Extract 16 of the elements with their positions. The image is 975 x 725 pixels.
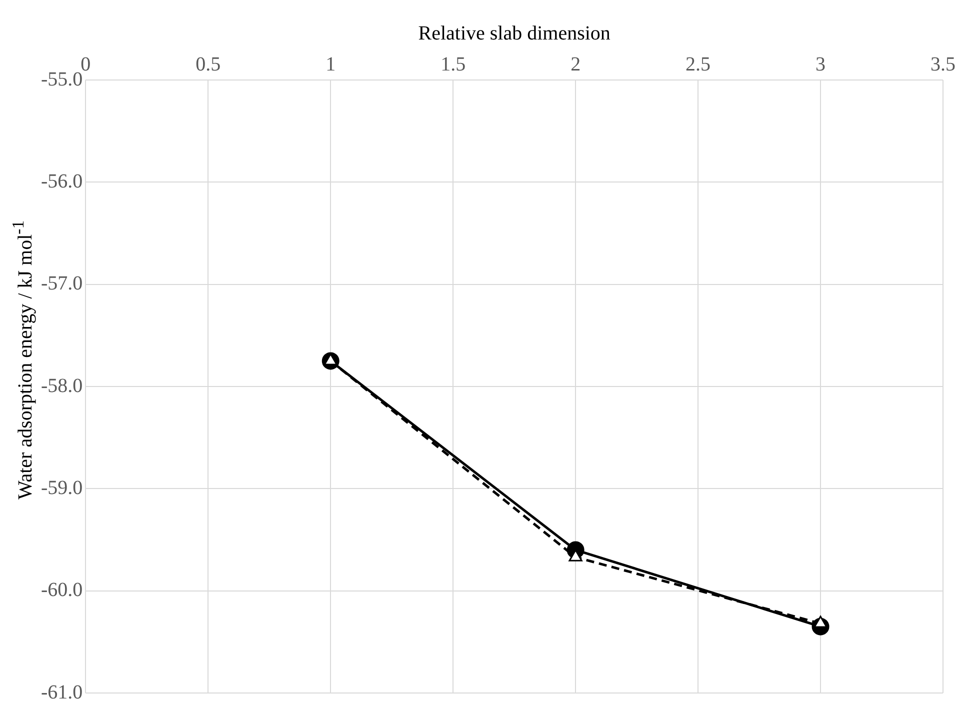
y-tick-label: -57.0 [40,272,83,295]
x-tick-label: 0 [80,53,91,76]
y-tick-label: -56.0 [40,170,83,192]
x-tick-label: 0.5 [196,53,221,76]
x-tick-label: 1.5 [440,53,466,76]
x-axis-title: Relative slab dimension [418,22,610,44]
y-tick-label: -59.0 [40,476,83,499]
x-tick-label: 1 [326,53,336,76]
x-tick-label: 2 [570,53,581,76]
y-tick-label: -58.0 [40,374,83,397]
x-tick-label: 2.5 [686,53,711,76]
x-tick-label: 3 [816,53,826,76]
y-tick-label: -60.0 [40,579,83,602]
x-tick-label: 3.5 [930,53,956,76]
y-tick-label: -55.0 [40,68,83,90]
y-tick-label: -61.0 [40,681,83,704]
